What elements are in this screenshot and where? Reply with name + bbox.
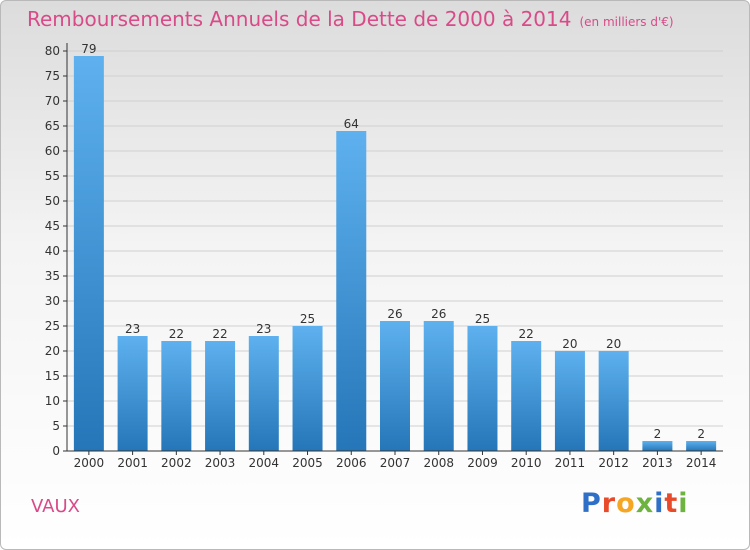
y-tick-label: 80 (45, 44, 60, 58)
logo-letter: x (635, 488, 655, 519)
x-tick-label-2004: 2004 (249, 456, 280, 470)
value-label-2010: 22 (519, 327, 534, 341)
logo-letter: i (654, 488, 665, 519)
x-tick-label-2006: 2006 (336, 456, 367, 470)
bar-2014 (686, 441, 717, 451)
y-tick-label: 10 (45, 394, 60, 408)
y-tick-label: 75 (45, 69, 60, 83)
bar-2008 (423, 321, 454, 451)
y-tick-label: 70 (45, 94, 60, 108)
chart-title-text: Remboursements Annuels de la Dette de 20… (27, 7, 572, 31)
y-tick-label: 45 (45, 219, 60, 233)
logo-letter: P (581, 488, 602, 519)
value-label-2007: 26 (387, 307, 402, 321)
value-label-2000: 79 (81, 42, 96, 56)
bar-2006 (336, 131, 367, 451)
y-tick-label: 35 (45, 269, 60, 283)
value-label-2014: 2 (697, 427, 705, 441)
bar-2002 (161, 341, 192, 451)
logo-letter: t (664, 488, 679, 519)
bar-2004 (248, 336, 279, 451)
value-label-2003: 22 (212, 327, 227, 341)
value-label-2009: 25 (475, 312, 490, 326)
bar-2011 (554, 351, 585, 451)
y-tick-label: 30 (45, 294, 60, 308)
value-label-2005: 25 (300, 312, 315, 326)
bar-2005 (292, 326, 323, 451)
y-tick-label: 60 (45, 144, 60, 158)
axes: 0 5 10 15 20 25 30 35 40 45 50 55 60 65 70 75 80 2000 2001… (45, 43, 723, 470)
x-tick-label-2009: 2009 (467, 456, 498, 470)
y-tick-label: 20 (45, 344, 60, 358)
bar-2013 (642, 441, 673, 451)
value-label-2006: 64 (344, 117, 359, 131)
x-tick-label-2005: 2005 (292, 456, 323, 470)
logo-letter: o (616, 488, 636, 519)
bar-2003 (205, 341, 236, 451)
bar-2001 (117, 336, 148, 451)
value-label-2011: 20 (562, 337, 577, 351)
bar-2000 (73, 56, 104, 451)
chart-title: Remboursements Annuels de la Dette de 20… (27, 7, 674, 31)
value-label-2008: 26 (431, 307, 446, 321)
y-tick-label: 65 (45, 119, 60, 133)
y-tick-label: 5 (52, 419, 60, 433)
x-tick-label-2007: 2007 (380, 456, 411, 470)
x-tick-label-2011: 2011 (555, 456, 586, 470)
y-tick-label: 50 (45, 194, 60, 208)
y-tick-label: 0 (52, 444, 60, 458)
x-tick-label-2003: 2003 (205, 456, 236, 470)
value-label-2012: 20 (606, 337, 621, 351)
x-tick-label-2008: 2008 (423, 456, 454, 470)
logo-letter: i (678, 488, 689, 519)
value-label-2013: 2 (654, 427, 662, 441)
value-label-2004: 23 (256, 322, 271, 336)
x-tick-label-2002: 2002 (161, 456, 192, 470)
bar-2007 (380, 321, 410, 451)
y-tick-label: 15 (45, 369, 60, 383)
x-tick-label-2001: 2001 (117, 456, 148, 470)
value-label-2001: 23 (125, 322, 140, 336)
y-tick-label: 40 (45, 244, 60, 258)
value-label-2002: 22 (169, 327, 184, 341)
proxiti-logo: Proxiti (581, 488, 689, 519)
bar-2010 (511, 341, 542, 451)
commune-name: VAUX (31, 496, 80, 517)
y-tick-label: 25 (45, 319, 60, 333)
y-tick-label: 55 (45, 169, 60, 183)
logo-letter: r (601, 488, 617, 519)
chart-unit: (en milliers d'€) (579, 15, 674, 29)
x-tick-label-2010: 2010 (511, 456, 542, 470)
bar-2012 (598, 351, 629, 451)
x-tick-label-2014: 2014 (686, 456, 717, 470)
x-tick-label-2012: 2012 (598, 456, 629, 470)
bar-2009 (467, 326, 498, 451)
x-tick-label-2000: 2000 (74, 456, 105, 470)
x-tick-label-2013: 2013 (642, 456, 673, 470)
